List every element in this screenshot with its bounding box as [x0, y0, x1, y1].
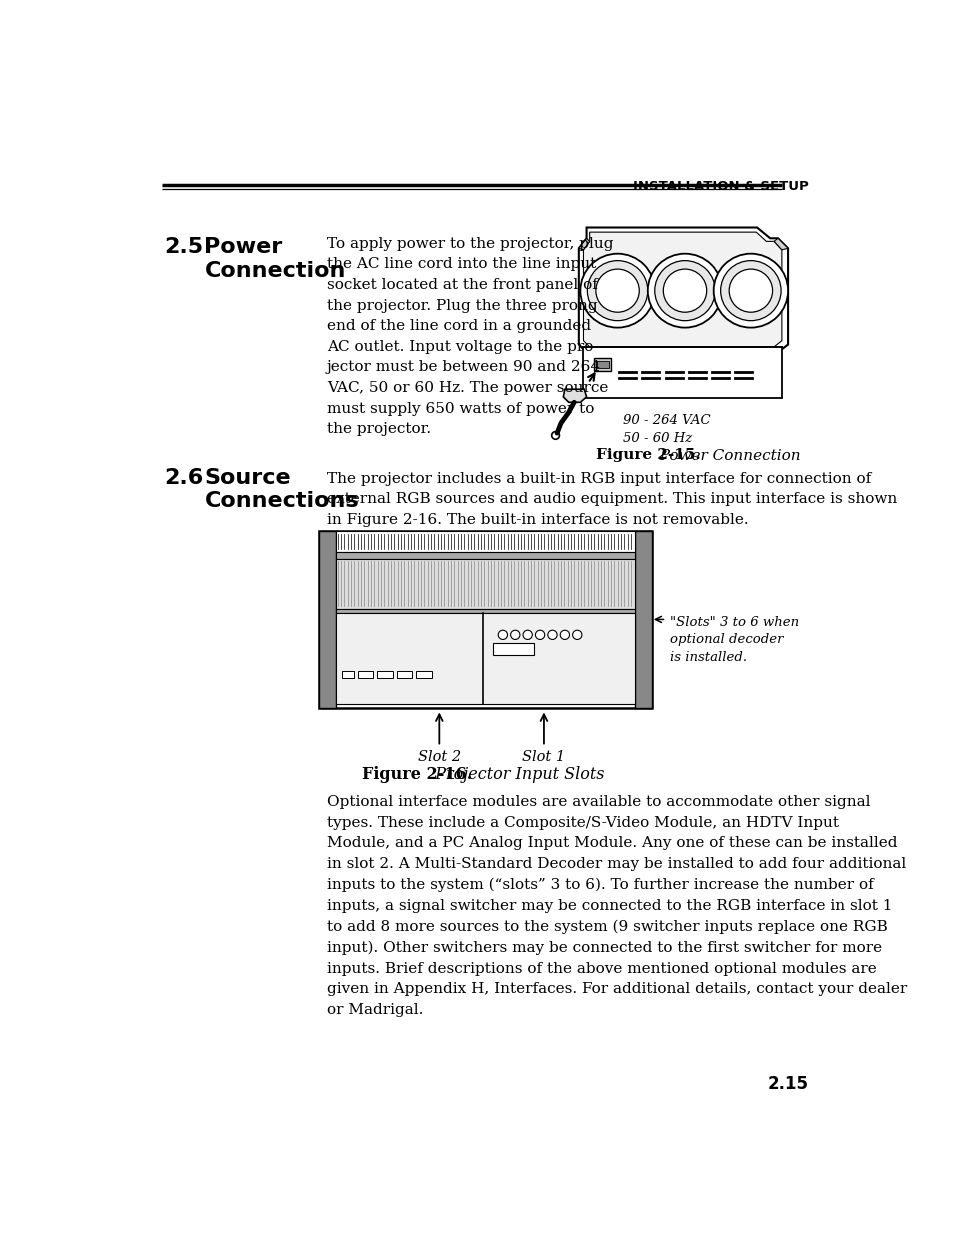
- Text: The projector includes a built-in RGB input interface for connection of
external: The projector includes a built-in RGB in…: [327, 472, 896, 527]
- Circle shape: [579, 253, 654, 327]
- Polygon shape: [335, 558, 635, 609]
- Polygon shape: [342, 671, 354, 678]
- Polygon shape: [357, 671, 373, 678]
- Circle shape: [720, 261, 781, 321]
- Circle shape: [662, 269, 706, 312]
- Text: 2.15: 2.15: [767, 1074, 808, 1093]
- Polygon shape: [493, 642, 534, 655]
- Circle shape: [587, 261, 647, 321]
- Text: Slot 2: Slot 2: [417, 751, 460, 764]
- Polygon shape: [335, 531, 635, 552]
- Text: INSTALLATION & SETUP: INSTALLATION & SETUP: [633, 180, 808, 193]
- Circle shape: [551, 431, 558, 440]
- Polygon shape: [635, 531, 652, 708]
- Text: Source: Source: [204, 468, 291, 488]
- Text: Projector Input Slots: Projector Input Slots: [425, 766, 604, 783]
- Circle shape: [572, 630, 581, 640]
- Text: 2.6: 2.6: [164, 468, 203, 488]
- Circle shape: [497, 630, 507, 640]
- Polygon shape: [335, 614, 635, 704]
- Text: 2.5: 2.5: [164, 237, 203, 257]
- Polygon shape: [335, 609, 635, 614]
- Circle shape: [547, 630, 557, 640]
- Polygon shape: [578, 238, 589, 249]
- Text: Optional interface modules are available to accommodate other signal
types. Thes: Optional interface modules are available…: [327, 795, 906, 1016]
- Circle shape: [522, 630, 532, 640]
- Polygon shape: [562, 389, 586, 403]
- Polygon shape: [583, 232, 781, 347]
- Text: Power Connection: Power Connection: [649, 448, 800, 462]
- Polygon shape: [319, 531, 652, 708]
- Circle shape: [654, 261, 715, 321]
- Polygon shape: [335, 552, 635, 558]
- Polygon shape: [773, 238, 787, 249]
- Text: Figure 2-16.: Figure 2-16.: [361, 766, 472, 783]
- Circle shape: [535, 630, 544, 640]
- Polygon shape: [578, 227, 787, 352]
- Circle shape: [647, 253, 721, 327]
- Polygon shape: [396, 671, 412, 678]
- Circle shape: [510, 630, 519, 640]
- Text: 90 - 264 VAC
50 - 60 Hz: 90 - 264 VAC 50 - 60 Hz: [622, 414, 710, 445]
- Polygon shape: [583, 347, 781, 399]
- Polygon shape: [319, 531, 335, 708]
- Text: Power: Power: [204, 237, 282, 257]
- Circle shape: [713, 253, 787, 327]
- Circle shape: [728, 269, 772, 312]
- Polygon shape: [416, 671, 431, 678]
- Polygon shape: [594, 358, 611, 370]
- Polygon shape: [596, 361, 608, 368]
- Text: To apply power to the projector, plug
the AC line cord into the line input
socke: To apply power to the projector, plug th…: [327, 237, 613, 436]
- Text: Connection: Connection: [204, 262, 346, 282]
- Circle shape: [559, 630, 569, 640]
- Circle shape: [596, 269, 639, 312]
- Polygon shape: [377, 671, 393, 678]
- Text: Slot 1: Slot 1: [522, 751, 565, 764]
- Text: Connections: Connections: [204, 490, 358, 511]
- Text: Figure 2-15.: Figure 2-15.: [596, 448, 700, 462]
- Text: "Slots" 3 to 6 when
optional decoder
is installed.: "Slots" 3 to 6 when optional decoder is …: [670, 615, 799, 663]
